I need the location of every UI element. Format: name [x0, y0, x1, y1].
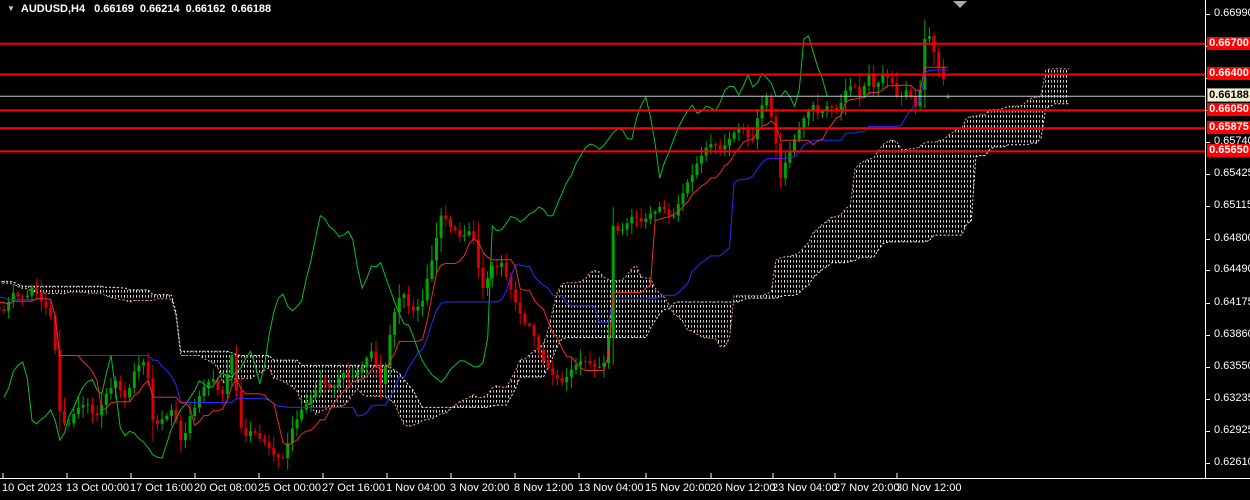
price-tick-label: 0.62610 [1214, 456, 1250, 468]
price-tick-mark [1206, 463, 1210, 464]
current-price-label: 0.66188 [1207, 88, 1250, 102]
price-tick-mark [1206, 335, 1210, 336]
chart-canvas[interactable] [0, 0, 1205, 478]
time-tick-label: 15 Nov 20:00 [645, 482, 711, 494]
quote-close: 0.66188 [231, 3, 272, 15]
senkou-span-b-line [0, 103, 1069, 408]
quote-high: 0.66214 [139, 3, 180, 15]
price-tick-mark [1206, 142, 1210, 143]
time-tick-label: 10 Oct 2023 [2, 482, 62, 494]
price-tick-mark [1206, 206, 1210, 207]
symbol-period-label: AUDUSD,H4 [20, 3, 86, 15]
price-tick-label: 0.65115 [1214, 199, 1250, 211]
time-tick-label: 13 Nov 04:00 [578, 482, 644, 494]
kijun-sen-line [0, 69, 948, 417]
price-tick-mark [1206, 431, 1210, 432]
price-tick-label: 0.63235 [1214, 392, 1250, 404]
price-tick-label: 0.66990 [1214, 7, 1250, 19]
hline-price-label: 0.66700 [1207, 37, 1250, 50]
time-tick-label: 1 Nov 04:00 [386, 482, 446, 494]
price-axis[interactable]: 0.669900.666800.663650.660500.657400.654… [1205, 0, 1250, 478]
symbol-dropdown-icon: ▼ [7, 4, 15, 13]
time-tick-label: 8 Nov 12:00 [514, 482, 574, 494]
time-tick-label: 3 Nov 20:00 [450, 482, 510, 494]
hline-price-label: 0.66400 [1207, 67, 1250, 80]
price-tick-mark [1206, 174, 1210, 175]
candlesticks [0, 19, 950, 470]
quote-open: 0.66169 [94, 3, 134, 15]
symbol-ohlc-readout: ▼ AUDUSD,H4 0.66169 0.66214 0.66162 0.66188 [7, 3, 277, 15]
price-tick-label: 0.65425 [1214, 167, 1250, 179]
quote-low: 0.66162 [185, 3, 226, 15]
hline-price-label: 0.65875 [1207, 121, 1250, 134]
price-tick-mark [1206, 367, 1210, 368]
price-tick-mark [1206, 270, 1210, 271]
hline-price-label: 0.66050 [1207, 103, 1250, 116]
price-tick-label: 0.64490 [1214, 263, 1250, 275]
price-tick-mark [1206, 239, 1210, 240]
time-tick-label: 25 Oct 00:00 [258, 482, 321, 494]
price-tick-label: 0.63550 [1214, 360, 1250, 372]
ichimoku-cloud [0, 68, 1069, 427]
tenkan-sen-line [0, 66, 948, 447]
price-tick-label: 0.62925 [1214, 424, 1250, 436]
time-tick-label: 27 Oct 16:00 [322, 482, 385, 494]
time-tick-label: 30 Nov 12:00 [896, 482, 962, 494]
price-tick-label: 0.63860 [1214, 328, 1250, 340]
chikou-span-line [3, 35, 828, 459]
price-tick-mark [1206, 303, 1210, 304]
senkou-span-a-line [0, 68, 1069, 428]
price-tick-mark [1206, 14, 1210, 15]
time-tick-label: 20 Oct 08:00 [194, 482, 257, 494]
chart-shift-marker-icon[interactable] [953, 1, 967, 8]
hline-price-label: 0.65650 [1207, 144, 1250, 157]
time-tick-label: 27 Nov 20:00 [834, 482, 900, 494]
time-tick-label: 13 Oct 00:00 [66, 482, 129, 494]
time-tick-label: 23 Nov 04:00 [772, 482, 838, 494]
time-axis[interactable]: 10 Oct 2023 13 Oct 00:00 17 Oct 16:00 20 Oc… [0, 478, 1250, 500]
price-tick-mark [1206, 399, 1210, 400]
price-tick-label: 0.64175 [1214, 296, 1250, 308]
price-tick-label: 0.64800 [1214, 232, 1250, 244]
time-tick-label: 17 Oct 16:00 [130, 482, 193, 494]
time-tick-label: 20 Nov 12:00 [710, 482, 776, 494]
